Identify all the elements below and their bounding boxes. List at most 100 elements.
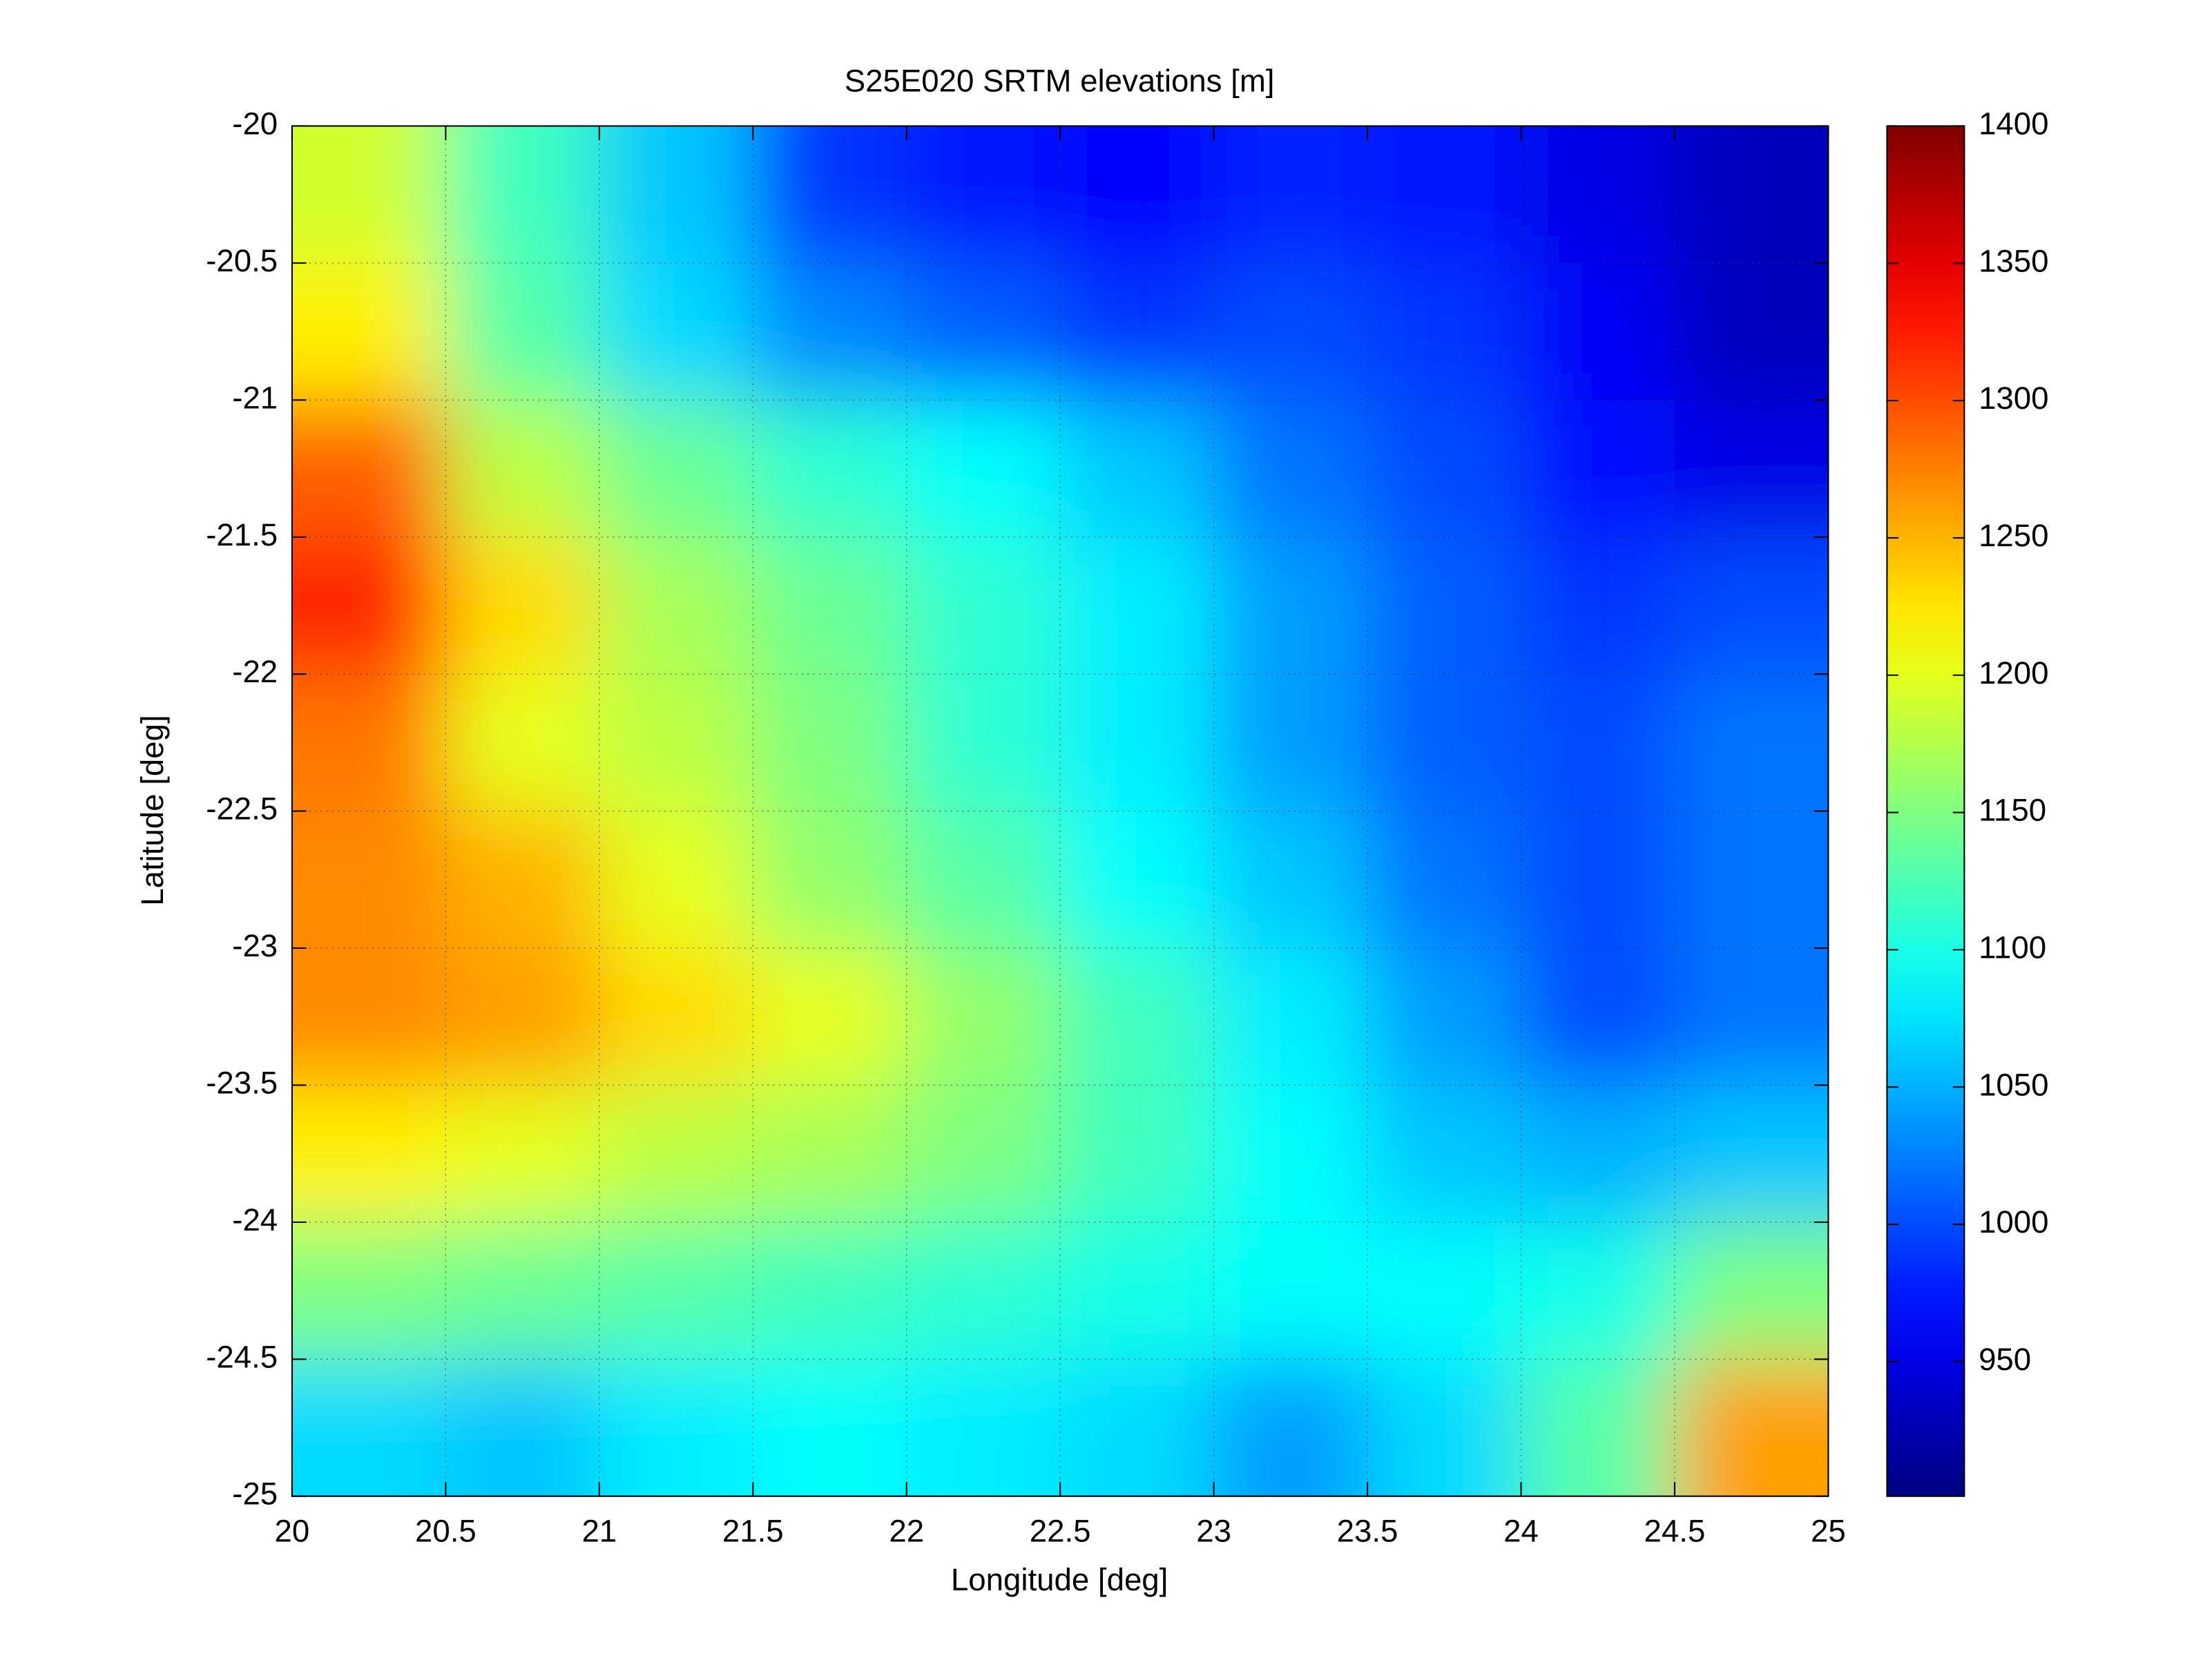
heat-cell xyxy=(906,674,1061,812)
heat-cell xyxy=(1674,400,1829,538)
heat-cell xyxy=(1674,674,1829,812)
heat-cell xyxy=(1674,537,1829,675)
heat-cell xyxy=(753,537,907,675)
heat-cell xyxy=(599,811,754,950)
y-tick-label: -23 xyxy=(232,928,278,963)
colorbar xyxy=(1887,126,1965,1496)
colorbar-tick-label: 1200 xyxy=(1979,655,2048,691)
heat-cell xyxy=(1213,1085,1369,1223)
heat-cell xyxy=(445,126,600,264)
heat-cell xyxy=(291,126,447,264)
heat-cell xyxy=(1367,1085,1522,1223)
x-tick-label: 25 xyxy=(1811,1514,1846,1549)
heat-cell xyxy=(291,674,447,812)
y-tick-label: -24 xyxy=(232,1202,278,1237)
heat-cell xyxy=(1367,262,1522,401)
heat-cell xyxy=(1674,126,1829,264)
heat-cell xyxy=(445,811,600,950)
heat-cell xyxy=(599,948,754,1086)
heat-cell xyxy=(1521,126,1675,264)
heat-cell xyxy=(599,1085,754,1223)
heat-cell xyxy=(599,126,754,264)
heat-cell xyxy=(1213,126,1369,264)
heat-cell xyxy=(906,811,1061,950)
heat-cell xyxy=(753,948,907,1086)
heat-cell xyxy=(445,674,600,812)
x-tick-label: 23 xyxy=(1196,1514,1231,1549)
heat-cell xyxy=(445,1222,600,1360)
heat-cell xyxy=(1674,1359,1829,1496)
heat-cell xyxy=(1213,1359,1369,1496)
heat-cell xyxy=(1674,811,1829,950)
y-tick-label: -21 xyxy=(232,380,278,415)
heat-cell xyxy=(753,262,907,401)
heat-cell xyxy=(1060,1222,1215,1360)
heat-cell xyxy=(599,674,754,812)
y-tick-label: -20 xyxy=(232,106,278,142)
heat-cell xyxy=(753,674,907,812)
heat-cell xyxy=(599,400,754,538)
colorbar-tick-label: 950 xyxy=(1979,1342,2031,1377)
colorbar-tick-label: 1350 xyxy=(1979,243,2048,278)
x-tick-label: 23.5 xyxy=(1337,1514,1398,1549)
heat-cell xyxy=(906,1085,1061,1223)
x-tick-label: 21.5 xyxy=(722,1514,784,1549)
x-tick-label: 20.5 xyxy=(415,1514,477,1549)
y-tick-label: -22.5 xyxy=(206,791,278,827)
heat-cell xyxy=(1367,1359,1522,1496)
x-tick-label: 21 xyxy=(581,1514,617,1549)
x-tick-label: 20 xyxy=(275,1514,310,1549)
heat-cell xyxy=(1521,1085,1675,1223)
colorbar-tick-label: 1250 xyxy=(1979,518,2048,553)
colorbar-tick-label: 1000 xyxy=(1979,1204,2048,1240)
heat-cell xyxy=(291,1222,447,1360)
chart-title: S25E020 SRTM elevations [m] xyxy=(845,63,1275,98)
heat-cell xyxy=(1521,400,1675,538)
heat-cell xyxy=(291,1359,447,1496)
colorbar-tick-label: 1150 xyxy=(1979,793,2046,828)
heat-cell xyxy=(1060,262,1215,401)
heat-cell xyxy=(1213,674,1369,812)
heat-cell xyxy=(445,537,600,675)
heat-cell xyxy=(753,1085,907,1223)
heat-cell xyxy=(291,537,447,675)
heat-cell xyxy=(1674,948,1829,1086)
y-tick-label: -24.5 xyxy=(206,1339,278,1374)
heat-cell xyxy=(906,1222,1061,1360)
heat-cell xyxy=(1060,674,1215,812)
heat-cell xyxy=(599,537,754,675)
heat-cell xyxy=(291,948,447,1086)
heat-cell xyxy=(1060,1085,1215,1223)
heat-cell xyxy=(753,400,907,538)
heat-cell xyxy=(1213,1222,1369,1360)
x-tick-label: 24 xyxy=(1503,1514,1539,1549)
x-tick-label: 24.5 xyxy=(1644,1514,1706,1549)
heatmap-cells xyxy=(291,126,1829,1496)
heat-cell xyxy=(1060,948,1215,1086)
y-axis-label: Latitude [deg] xyxy=(135,715,170,905)
y-tick-label: -21.5 xyxy=(206,517,278,552)
heat-cell xyxy=(753,1222,907,1360)
heat-cell xyxy=(1367,948,1522,1086)
heat-cell xyxy=(1213,811,1369,950)
x-tick-label: 22 xyxy=(889,1514,924,1549)
heat-cell xyxy=(1060,400,1215,538)
heat-cell xyxy=(1213,400,1369,538)
heat-cell xyxy=(1367,1222,1522,1360)
heat-cell xyxy=(1060,1359,1215,1496)
heat-cell xyxy=(1213,537,1369,675)
y-tick-label: -23.5 xyxy=(206,1065,278,1100)
heat-cell xyxy=(1060,811,1215,950)
heat-cell xyxy=(291,1085,447,1223)
heat-cell xyxy=(291,811,447,950)
heat-cell xyxy=(1060,537,1215,675)
heat-cell xyxy=(1521,1359,1675,1496)
heat-cell xyxy=(906,948,1061,1086)
heat-cell xyxy=(599,1222,754,1360)
heat-cell xyxy=(906,262,1061,401)
heat-cell xyxy=(1367,126,1522,264)
heatmap-area xyxy=(291,126,1829,1496)
heat-cell xyxy=(445,1359,600,1496)
heat-cell xyxy=(291,400,447,538)
